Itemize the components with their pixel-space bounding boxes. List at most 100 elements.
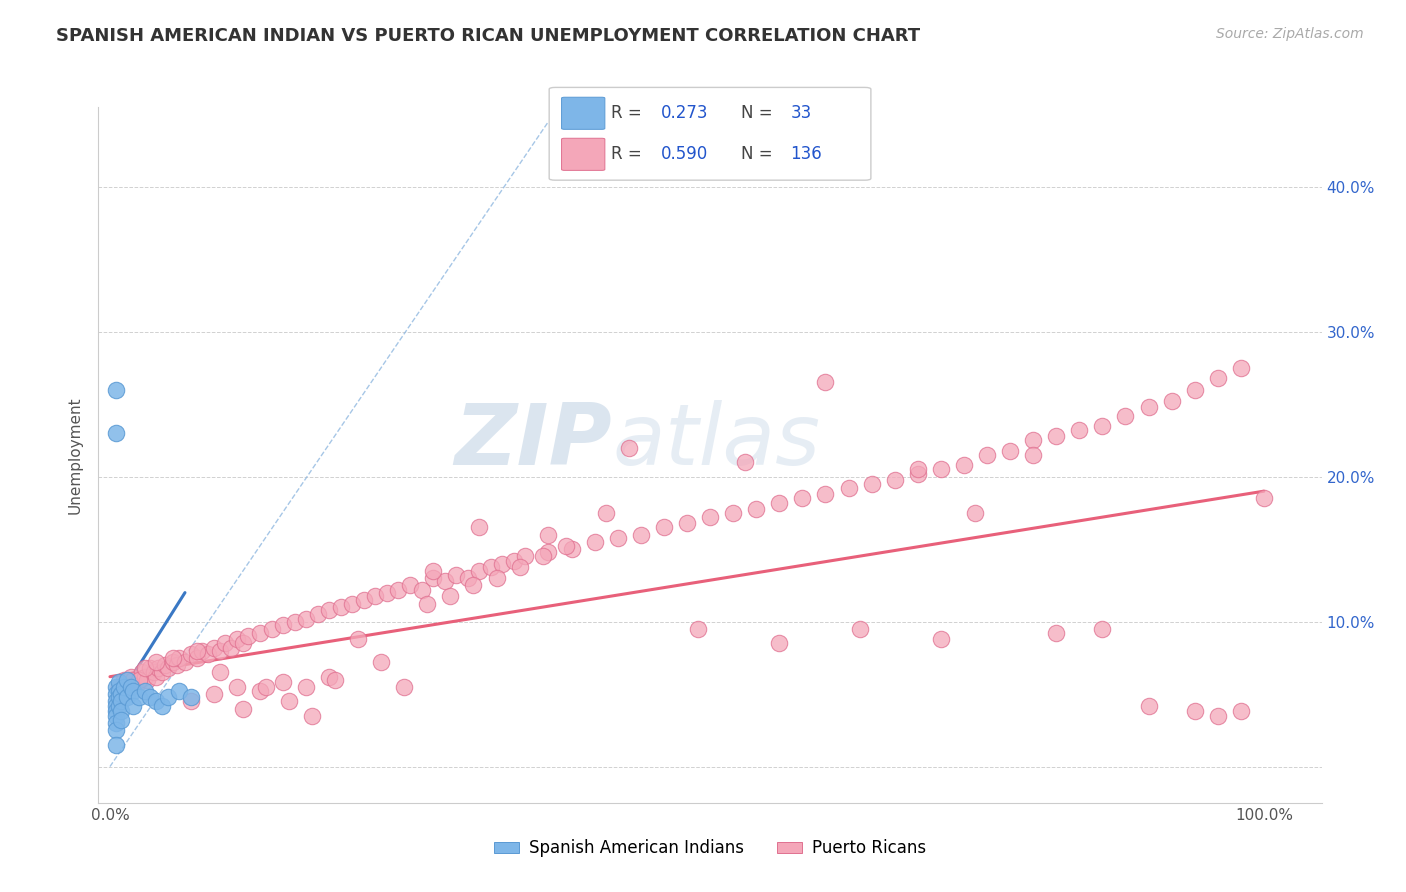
Point — [104, 383, 127, 397]
Point — [295, 612, 318, 626]
Point — [422, 571, 444, 585]
Point — [120, 680, 142, 694]
Point — [225, 632, 247, 646]
Point — [174, 655, 197, 669]
Point — [307, 607, 329, 622]
Point — [180, 647, 202, 661]
Point — [117, 675, 139, 690]
Point — [745, 501, 768, 516]
Point — [485, 571, 508, 585]
Point — [1184, 705, 1206, 719]
Point — [104, 426, 127, 441]
Point — [699, 510, 721, 524]
Point — [150, 665, 173, 680]
Point — [148, 661, 170, 675]
Y-axis label: Unemployment: Unemployment — [67, 396, 83, 514]
Text: atlas: atlas — [612, 400, 820, 483]
Point — [1230, 705, 1253, 719]
Point — [134, 684, 156, 698]
Point — [370, 655, 392, 669]
Point — [112, 673, 135, 687]
Point — [688, 622, 710, 636]
Point — [1091, 622, 1114, 636]
Point — [180, 690, 202, 704]
Point — [155, 658, 177, 673]
Point — [197, 647, 219, 661]
Point — [110, 687, 132, 701]
Point — [347, 632, 370, 646]
Point — [284, 615, 307, 629]
Point — [537, 527, 560, 541]
Point — [208, 665, 231, 680]
Point — [110, 705, 132, 719]
Point — [104, 687, 127, 701]
Point — [1022, 448, 1045, 462]
Point — [630, 527, 652, 541]
Point — [411, 582, 433, 597]
Point — [1022, 434, 1045, 448]
Point — [1045, 626, 1067, 640]
Point — [260, 622, 283, 636]
Point — [117, 690, 139, 704]
Point — [186, 643, 208, 657]
Point — [537, 545, 560, 559]
Point — [583, 535, 606, 549]
Point — [191, 643, 214, 657]
Point — [150, 698, 173, 713]
Text: 136: 136 — [790, 145, 823, 163]
Point — [128, 673, 150, 687]
Text: N =: N = — [741, 145, 772, 163]
Point — [531, 549, 554, 564]
Point — [953, 458, 976, 472]
Point — [1230, 361, 1253, 376]
Point — [676, 516, 699, 530]
Point — [202, 687, 225, 701]
Point — [104, 694, 127, 708]
Point — [463, 578, 485, 592]
Point — [998, 443, 1021, 458]
Point — [721, 506, 744, 520]
Point — [652, 520, 675, 534]
Point — [238, 629, 260, 643]
Point — [156, 661, 179, 675]
Point — [167, 684, 190, 698]
Point — [110, 713, 132, 727]
Point — [214, 636, 236, 650]
Point — [329, 600, 352, 615]
Text: ZIP: ZIP — [454, 400, 612, 483]
Point — [104, 738, 127, 752]
Point — [249, 684, 271, 698]
Point — [104, 723, 127, 738]
Point — [929, 632, 952, 646]
FancyBboxPatch shape — [561, 138, 605, 170]
Point — [180, 694, 202, 708]
Point — [491, 557, 513, 571]
Point — [166, 658, 188, 673]
Point — [108, 698, 131, 713]
Point — [219, 640, 242, 655]
Point — [186, 651, 208, 665]
Point — [849, 622, 872, 636]
Point — [364, 589, 387, 603]
Point — [814, 487, 837, 501]
Point — [139, 690, 162, 704]
Point — [139, 661, 162, 675]
Point — [135, 673, 157, 687]
Text: 0.273: 0.273 — [661, 104, 709, 122]
Point — [479, 559, 502, 574]
Point — [110, 694, 132, 708]
Point — [323, 673, 346, 687]
Point — [1069, 423, 1091, 437]
Point — [734, 455, 756, 469]
Point — [768, 496, 790, 510]
Point — [131, 665, 153, 680]
Point — [1137, 698, 1160, 713]
Point — [202, 640, 225, 655]
Point — [162, 651, 184, 665]
Point — [1206, 371, 1229, 385]
Point — [128, 675, 150, 690]
Point — [122, 684, 145, 698]
Point — [104, 708, 127, 723]
Point — [353, 592, 375, 607]
Point — [433, 574, 456, 588]
